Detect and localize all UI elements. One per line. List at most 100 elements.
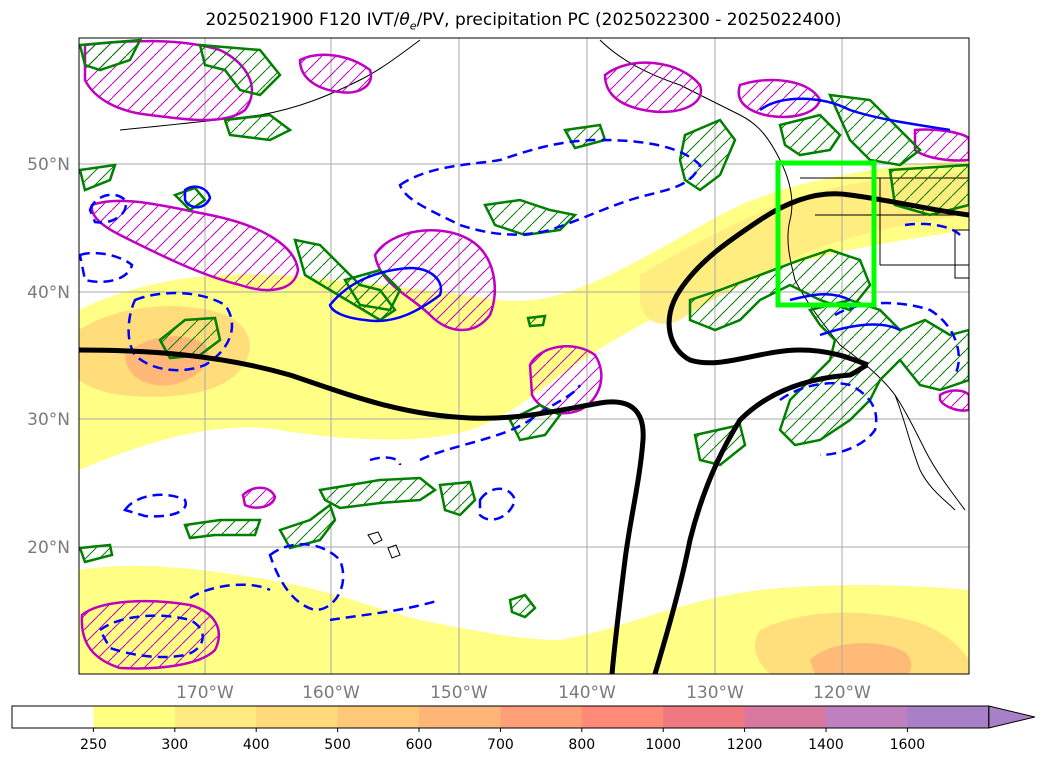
colorbar-extend-arrow	[988, 705, 1035, 729]
pv-region-alaska-north	[298, 53, 373, 94]
colorbar-segment	[93, 706, 176, 728]
border-states	[815, 178, 969, 279]
theta-e-solid-west	[183, 185, 212, 209]
theta-e-dashed-cali	[834, 301, 960, 376]
theta-e-dashed-mid	[419, 384, 582, 462]
theta-e-dashed-south-2	[268, 543, 345, 612]
colorbar-segment	[581, 706, 664, 728]
pv-region-east-edge	[913, 128, 969, 162]
theta-e-dashed-southeast	[779, 381, 878, 457]
colorbar-segment	[500, 706, 583, 728]
coastline-baja	[894, 394, 956, 511]
theta-e-solid-box	[789, 293, 851, 302]
pv-region-bc	[737, 78, 822, 119]
chart-title: 2025021900 F120 IVT/θe/PV, precipitation…	[0, 10, 1047, 32]
colorbar-tick-label: 600	[406, 737, 433, 753]
pv-hatched-regions	[80, 39, 969, 670]
precip-mid-4	[526, 314, 547, 328]
longitude-labels: 170°W 160°W 150°W 140°W 130°W 120°W	[176, 683, 871, 703]
precip-coast-bc	[678, 118, 737, 192]
pv-region-east-small	[938, 389, 969, 412]
ivt-south-max	[810, 642, 912, 674]
precip-subtropics-4	[278, 502, 337, 550]
theta-e-dashed-north	[398, 138, 702, 236]
precip-subtropics-1	[318, 476, 438, 510]
lat-label-50: 50°N	[27, 155, 70, 175]
colorbar-tick-label: 700	[487, 737, 514, 753]
precip-alaska	[198, 43, 282, 97]
title-suffix: /PV, precipitation PC (2025022300 - 2025…	[416, 10, 842, 30]
precip-mid-ocean	[483, 198, 578, 237]
precip-alaska-2	[223, 113, 293, 142]
colorbar-segment	[256, 706, 339, 728]
colorbar-segment	[826, 706, 908, 728]
coastline-alaska	[119, 39, 421, 131]
ivt-shading	[79, 160, 969, 674]
colorbar-segment	[337, 706, 420, 728]
precip-ar-core	[158, 316, 222, 360]
pv-region-gulf	[603, 61, 703, 114]
title-subscript: e	[409, 19, 417, 33]
colorbar-segment	[174, 706, 257, 728]
pv-contour-east	[652, 362, 869, 674]
precip-bc-north	[778, 113, 842, 157]
pv-region-mid	[373, 228, 497, 332]
colorbar-tick-label: 1600	[890, 737, 926, 753]
colorbar-tick-label: 1000	[645, 737, 681, 753]
colorbar-segment	[907, 706, 990, 728]
theta-e-contours	[79, 97, 961, 659]
pv-contour-main	[79, 347, 646, 674]
ivt-south-band	[79, 565, 969, 674]
ivt-band-east	[640, 172, 969, 324]
lat-label-40: 40°N	[27, 283, 70, 303]
colorbar-segment	[12, 706, 94, 728]
lon-label-170w: 170°W	[176, 683, 234, 703]
pv-region-small	[241, 486, 277, 509]
colorbar-tick-label: 300	[161, 737, 188, 753]
colorbar-tick-label: 500	[324, 737, 351, 753]
colorbar-segment	[419, 706, 501, 728]
precip-south-west	[79, 543, 114, 564]
colorbar-tick-label: 1400	[808, 737, 844, 753]
colorbar-segment	[744, 706, 827, 728]
colorbar-tick-label: 1200	[727, 737, 763, 753]
pv-contour	[79, 191, 969, 674]
precip-california	[778, 298, 969, 447]
lon-label-150w: 150°W	[430, 683, 488, 703]
pv-region-west-band	[90, 199, 300, 292]
colorbar-segment	[663, 706, 746, 728]
lon-label-130w: 130°W	[686, 683, 744, 703]
precip-bc-east	[827, 93, 922, 167]
target-region-box	[775, 160, 877, 308]
theta-e-dashed-south-4	[189, 583, 271, 600]
theta-e-dashed-east	[904, 222, 961, 236]
theta-e-dashed-south-1	[123, 493, 187, 518]
precip-subtropics-2	[438, 480, 477, 517]
theta-e-dashed-west-2	[79, 251, 134, 284]
theta-e-dashed-south-7	[369, 456, 402, 466]
title-prefix: 2025021900 F120 IVT/	[205, 10, 400, 30]
colorbar-tick-label: 800	[568, 737, 595, 753]
theta-e-dashed-ar	[127, 291, 234, 372]
map-frame	[78, 37, 970, 675]
theta-e-solid-cali	[819, 323, 901, 337]
precip-west-2	[172, 186, 207, 212]
colorbar: 250 300 400 500 600 700 800 1000 1200 1400 1600	[11, 705, 1035, 753]
colorbar-tick-label: 250	[80, 737, 107, 753]
colorbar-tick-label: 400	[243, 737, 270, 753]
lat-label-30: 30°N	[27, 410, 70, 430]
map-panel	[79, 38, 969, 674]
lon-label-160w: 160°W	[302, 683, 360, 703]
precip-west-1	[79, 163, 117, 192]
precip-subtropics-3	[183, 518, 262, 540]
theta-e-solid-mid	[328, 266, 443, 323]
theta-e-dashed-south-6	[478, 487, 517, 521]
lon-label-140w: 140°W	[558, 683, 616, 703]
lat-label-20: 20°N	[27, 538, 70, 558]
coastline-hawaii	[367, 531, 401, 559]
theta-e-dashed-south-3	[98, 614, 204, 659]
precip-south-small	[508, 593, 537, 619]
theta-e-solid-bc	[759, 97, 951, 132]
latitude-labels: 50°N 40°N 30°N 20°N	[27, 155, 70, 558]
